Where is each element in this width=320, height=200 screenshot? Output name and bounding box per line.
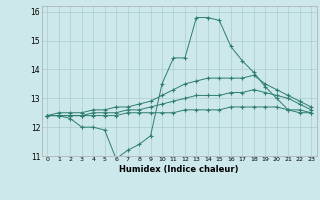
X-axis label: Humidex (Indice chaleur): Humidex (Indice chaleur): [119, 165, 239, 174]
